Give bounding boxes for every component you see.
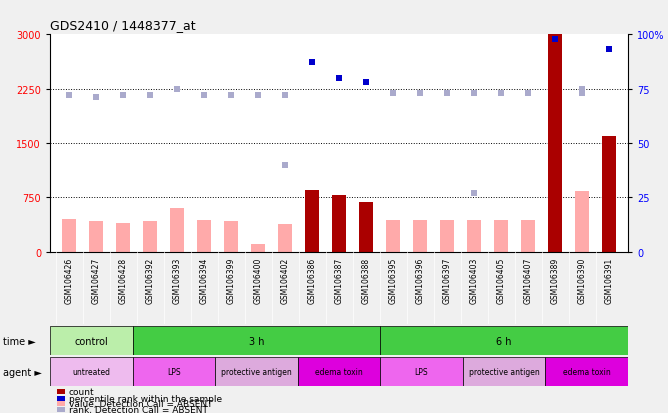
Bar: [463, 357, 545, 386]
Bar: [224, 221, 238, 252]
Text: LPS: LPS: [415, 367, 428, 376]
Text: edema toxin: edema toxin: [562, 367, 611, 376]
Bar: [61, 219, 76, 252]
Bar: [413, 221, 428, 252]
Text: 6 h: 6 h: [496, 336, 512, 346]
Bar: [116, 223, 130, 252]
Text: control: control: [75, 336, 108, 346]
Text: count: count: [69, 387, 94, 396]
Bar: [170, 209, 184, 252]
Bar: [466, 221, 482, 252]
Bar: [331, 196, 347, 252]
Bar: [278, 225, 293, 252]
Bar: [133, 326, 380, 355]
Bar: [548, 35, 562, 252]
Bar: [50, 326, 133, 355]
Bar: [305, 190, 319, 252]
Text: time ►: time ►: [3, 336, 36, 346]
Bar: [133, 357, 215, 386]
Text: rank, Detection Call = ABSENT: rank, Detection Call = ABSENT: [69, 405, 208, 413]
Bar: [298, 357, 380, 386]
Text: protective antigen: protective antigen: [469, 367, 540, 376]
Bar: [359, 203, 373, 252]
Text: protective antigen: protective antigen: [221, 367, 292, 376]
Bar: [215, 357, 298, 386]
Text: untreated: untreated: [72, 367, 110, 376]
Bar: [142, 221, 158, 252]
Bar: [385, 221, 400, 252]
Bar: [574, 192, 589, 252]
Text: agent ►: agent ►: [3, 367, 42, 377]
Bar: [380, 326, 628, 355]
Bar: [89, 221, 104, 252]
Bar: [50, 357, 133, 386]
Bar: [545, 357, 628, 386]
Text: edema toxin: edema toxin: [315, 367, 363, 376]
Text: 3 h: 3 h: [248, 336, 265, 346]
Text: value, Detection Call = ABSENT: value, Detection Call = ABSENT: [69, 399, 212, 408]
Bar: [494, 221, 508, 252]
Text: percentile rank within the sample: percentile rank within the sample: [69, 394, 222, 403]
Bar: [440, 221, 454, 252]
Text: GDS2410 / 1448377_at: GDS2410 / 1448377_at: [50, 19, 196, 31]
Bar: [250, 244, 265, 252]
Text: LPS: LPS: [167, 367, 181, 376]
Bar: [520, 221, 536, 252]
Bar: [196, 221, 212, 252]
Bar: [380, 357, 463, 386]
Bar: [602, 136, 617, 252]
